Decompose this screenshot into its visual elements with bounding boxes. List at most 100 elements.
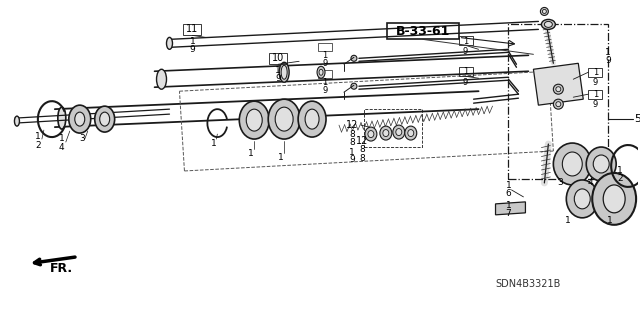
Ellipse shape <box>545 21 552 27</box>
Ellipse shape <box>554 143 591 185</box>
Ellipse shape <box>305 109 319 129</box>
Text: 2: 2 <box>618 174 623 183</box>
Text: 3: 3 <box>557 178 563 188</box>
Bar <box>387 23 459 39</box>
Text: 1: 1 <box>506 201 511 210</box>
Bar <box>588 68 602 77</box>
Ellipse shape <box>68 105 91 133</box>
Text: 1: 1 <box>35 131 41 141</box>
Text: SDN4B3321B: SDN4B3321B <box>496 278 561 289</box>
Ellipse shape <box>604 185 625 213</box>
Ellipse shape <box>404 126 417 140</box>
Text: 1: 1 <box>349 147 355 157</box>
Text: 1: 1 <box>278 152 284 161</box>
Text: 8: 8 <box>359 145 365 153</box>
Ellipse shape <box>275 107 293 131</box>
Text: 11: 11 <box>186 24 198 34</box>
Ellipse shape <box>368 130 374 137</box>
Ellipse shape <box>540 7 548 15</box>
Ellipse shape <box>100 112 109 126</box>
Bar <box>509 24 608 179</box>
Text: 1: 1 <box>593 90 598 99</box>
Text: 12: 12 <box>346 120 358 130</box>
Text: 1: 1 <box>593 68 598 77</box>
Text: 1: 1 <box>607 216 613 225</box>
Ellipse shape <box>592 173 636 225</box>
Text: 9: 9 <box>189 45 195 54</box>
Ellipse shape <box>556 87 561 92</box>
Text: 9: 9 <box>323 86 328 95</box>
Ellipse shape <box>351 83 357 89</box>
Text: 3: 3 <box>79 134 84 143</box>
Text: 1: 1 <box>323 78 328 87</box>
Ellipse shape <box>554 84 563 94</box>
Text: 1: 1 <box>323 51 328 60</box>
Ellipse shape <box>157 69 166 89</box>
Text: 1: 1 <box>463 67 468 76</box>
Ellipse shape <box>319 69 323 75</box>
Ellipse shape <box>554 99 563 109</box>
Text: 1: 1 <box>463 37 468 46</box>
Text: 7: 7 <box>506 209 511 218</box>
Ellipse shape <box>396 129 402 136</box>
Ellipse shape <box>566 180 598 218</box>
Bar <box>364 109 422 147</box>
Text: 5: 5 <box>635 114 640 124</box>
Ellipse shape <box>15 116 19 126</box>
Text: FR.: FR. <box>51 262 74 275</box>
Text: 9: 9 <box>593 78 598 87</box>
Text: 1: 1 <box>565 216 571 225</box>
Text: 1: 1 <box>605 48 611 57</box>
Ellipse shape <box>383 130 389 137</box>
Ellipse shape <box>166 37 173 49</box>
Ellipse shape <box>593 155 609 173</box>
Bar <box>588 90 602 99</box>
Text: 1: 1 <box>275 66 281 75</box>
Text: 2: 2 <box>35 141 41 150</box>
Bar <box>184 24 202 35</box>
Polygon shape <box>495 202 525 215</box>
Text: 9: 9 <box>349 155 355 165</box>
Text: 1: 1 <box>248 149 254 158</box>
Text: 9: 9 <box>323 59 328 68</box>
Ellipse shape <box>574 189 590 209</box>
Text: 1: 1 <box>617 167 623 175</box>
Bar <box>318 70 332 78</box>
Ellipse shape <box>351 55 357 61</box>
Ellipse shape <box>268 99 300 139</box>
Text: 10: 10 <box>272 53 284 63</box>
Text: 8: 8 <box>349 137 355 146</box>
Polygon shape <box>533 63 583 105</box>
Text: 6: 6 <box>506 189 511 198</box>
Ellipse shape <box>408 130 414 137</box>
Ellipse shape <box>556 102 561 107</box>
Ellipse shape <box>541 19 556 29</box>
Text: 9: 9 <box>593 100 598 109</box>
Ellipse shape <box>75 112 84 126</box>
Text: 8: 8 <box>349 130 355 138</box>
Bar <box>318 43 332 51</box>
Ellipse shape <box>246 109 262 131</box>
Text: 1: 1 <box>211 138 216 148</box>
Bar <box>459 67 472 76</box>
Ellipse shape <box>586 147 616 181</box>
Ellipse shape <box>279 62 289 82</box>
Text: 9: 9 <box>275 74 281 83</box>
Text: 9: 9 <box>463 47 468 56</box>
Text: 1: 1 <box>189 37 195 46</box>
Ellipse shape <box>380 126 392 140</box>
Ellipse shape <box>281 65 287 79</box>
Text: 1: 1 <box>59 134 65 143</box>
Text: 4: 4 <box>588 178 593 188</box>
Text: 1: 1 <box>506 182 511 190</box>
Ellipse shape <box>317 66 325 78</box>
Text: 8: 8 <box>359 153 365 162</box>
Ellipse shape <box>95 106 115 132</box>
Text: 12: 12 <box>356 136 368 146</box>
Ellipse shape <box>239 101 269 139</box>
Ellipse shape <box>58 107 66 129</box>
Ellipse shape <box>393 125 404 139</box>
Ellipse shape <box>298 101 326 137</box>
Text: 9: 9 <box>463 78 468 87</box>
Bar <box>269 53 287 64</box>
